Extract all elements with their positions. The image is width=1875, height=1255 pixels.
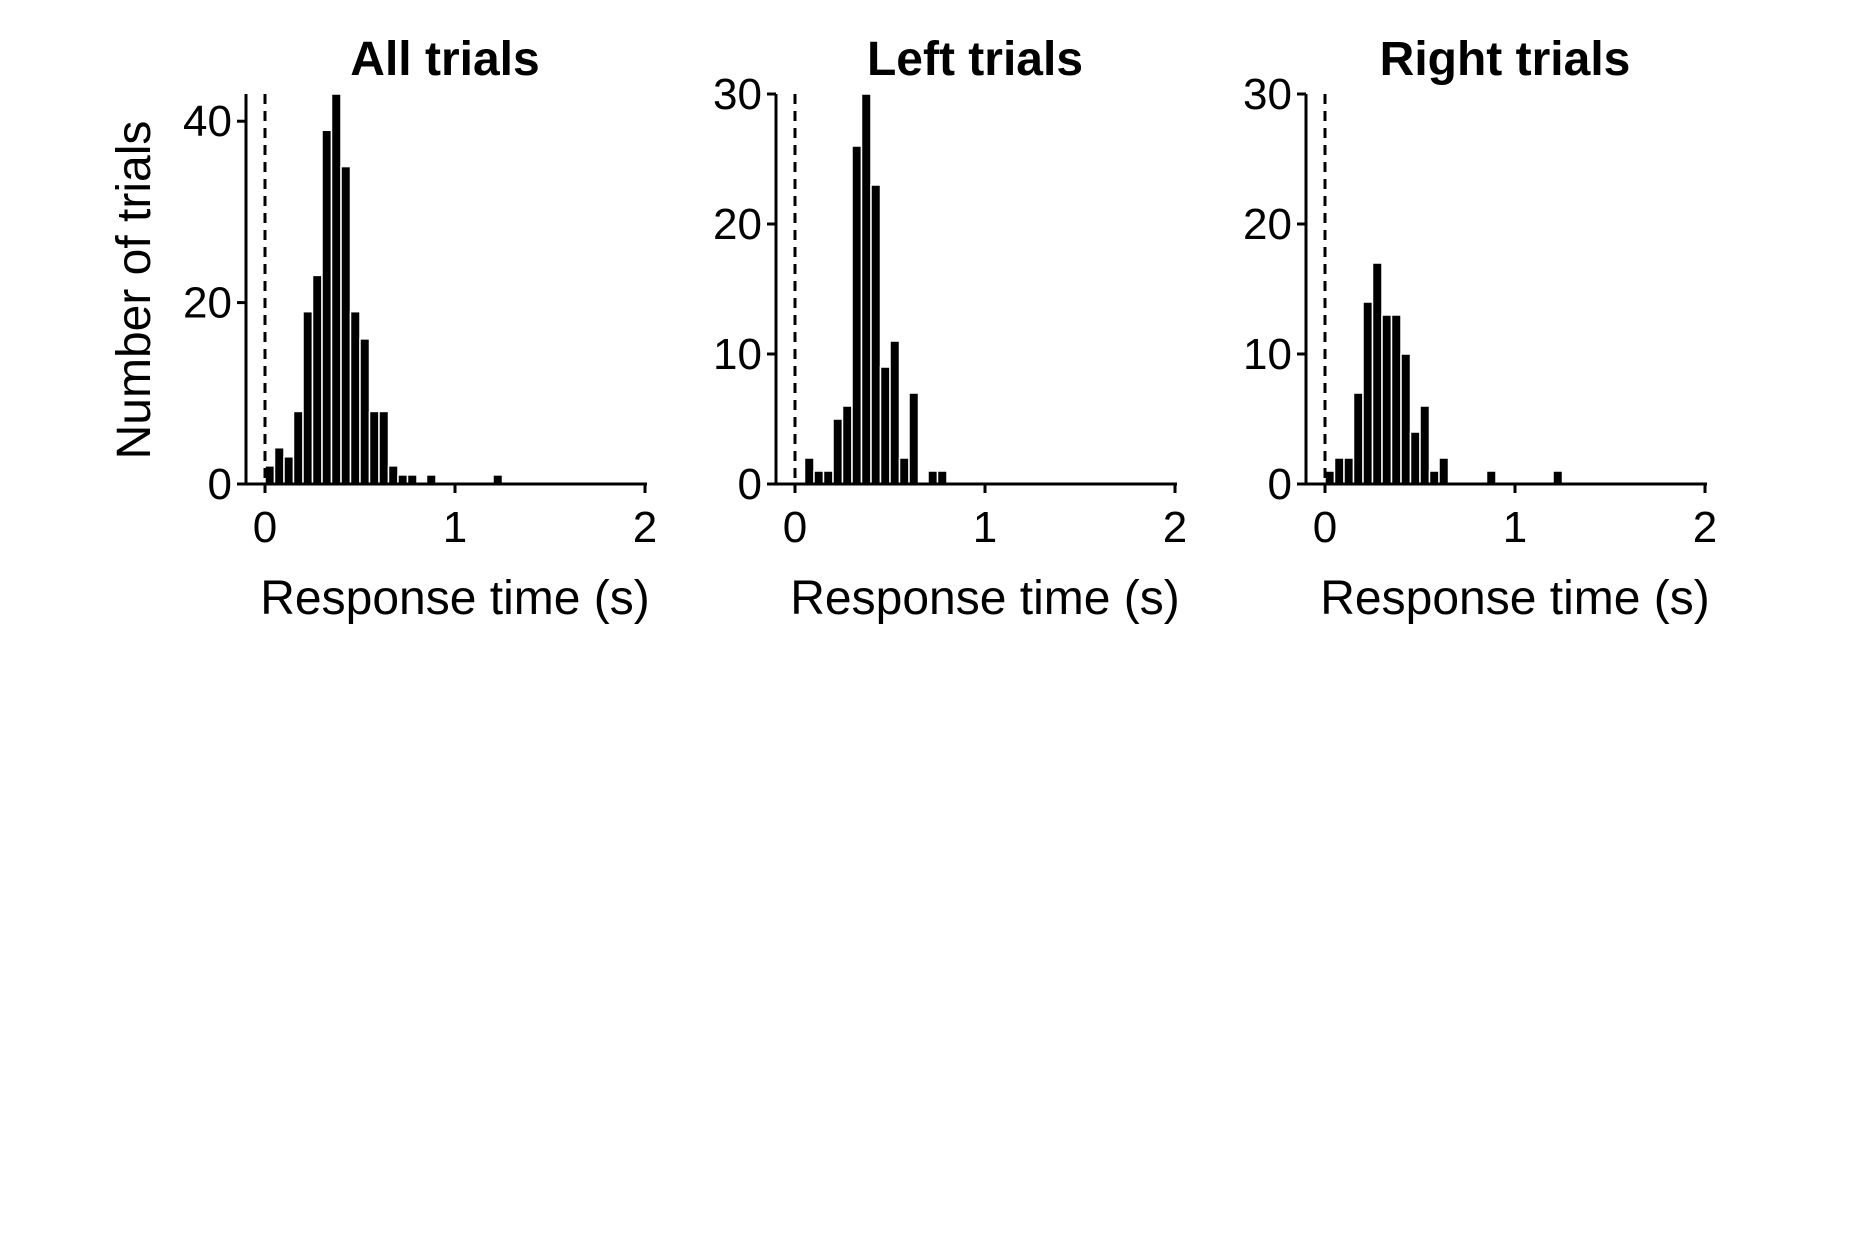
histogram-bar	[302, 310, 314, 485]
histogram-bar	[1485, 470, 1497, 485]
histogram-bar	[908, 392, 920, 485]
histogram-bar	[283, 456, 295, 485]
histogram-bar	[1390, 314, 1402, 485]
histogram-bar	[898, 457, 910, 485]
histogram-bar	[813, 470, 825, 485]
y-tick-label: 0	[738, 460, 762, 509]
x-tick-label: 2	[1163, 503, 1187, 552]
histogram-bar	[359, 338, 371, 485]
y-tick-label: 20	[1243, 200, 1292, 249]
histogram-bar	[1352, 392, 1364, 485]
panel-3: 0 10 20 30 0 1 2 Right trials Response time (s)	[1243, 33, 1717, 625]
x-tick-label: 0	[783, 503, 807, 552]
histogram-bar	[1409, 431, 1421, 485]
histogram-bar	[1428, 470, 1440, 485]
y-axis-label: Number of trials	[108, 121, 161, 460]
y-tick-label: 10	[1243, 330, 1292, 379]
x-axis-label: Response time (s)	[790, 572, 1179, 625]
chart-title: Right trials	[1380, 33, 1631, 86]
y-tick-label: 10	[713, 330, 762, 379]
histogram-bar	[1552, 470, 1564, 485]
histogram-bar	[321, 129, 333, 485]
histogram-bar	[1381, 314, 1393, 485]
histogram-bar	[273, 446, 285, 485]
histogram-bar	[803, 457, 815, 485]
histogram-bar	[1371, 262, 1383, 485]
histogram-bar	[311, 274, 323, 485]
histogram-bar	[832, 418, 844, 485]
histogram-bar	[349, 310, 361, 485]
histogram-bar	[851, 145, 863, 485]
histogram-bar	[292, 410, 304, 485]
histogram-bar	[860, 93, 872, 485]
y-tick-label: 20	[713, 200, 762, 249]
x-tick-label: 1	[1503, 503, 1527, 552]
histogram-bar	[889, 340, 901, 485]
y-tick-label: 0	[1268, 460, 1292, 509]
histogram-bar	[1343, 457, 1355, 485]
y-tick-label: 40	[183, 97, 232, 146]
chart-title: All trials	[350, 33, 539, 86]
x-tick-label: 1	[443, 503, 467, 552]
x-axis-label: Response time (s)	[260, 572, 649, 625]
histogram-bar	[927, 470, 939, 485]
y-tick-label: 20	[183, 279, 232, 328]
y-tick-label: 30	[713, 70, 762, 119]
x-tick-label: 2	[633, 503, 657, 552]
histogram-bar	[936, 470, 948, 485]
panel-2: 0 10 20 30 0 1 2 Left trials Response time (s)	[713, 33, 1187, 625]
histogram-bar	[330, 93, 342, 485]
histogram-bar	[822, 470, 834, 485]
y-tick-label: 0	[208, 460, 232, 509]
histogram-bar	[1333, 457, 1345, 485]
histogram-bar	[870, 184, 882, 485]
histogram-bar	[368, 410, 380, 485]
histogram-bar	[378, 410, 390, 485]
x-tick-label: 0	[1313, 503, 1337, 552]
x-tick-label: 0	[253, 503, 277, 552]
chart-title: Left trials	[867, 33, 1083, 86]
x-axis-label: Response time (s)	[1320, 572, 1709, 625]
histogram-bar	[1362, 301, 1374, 485]
histogram-bar	[340, 165, 352, 485]
y-tick-label: 30	[1243, 70, 1292, 119]
x-tick-label: 1	[973, 503, 997, 552]
histogram-bar	[387, 465, 399, 485]
histogram-bar	[841, 405, 853, 485]
histogram-bar	[1419, 405, 1431, 485]
panel-1: 0 20 40 0 1 2 All trials Response time (s) Numbe…	[108, 33, 657, 625]
histogram-bar	[879, 366, 891, 485]
histogram-bar	[1400, 353, 1412, 485]
histogram-bar	[1438, 457, 1450, 485]
x-tick-label: 2	[1693, 503, 1717, 552]
